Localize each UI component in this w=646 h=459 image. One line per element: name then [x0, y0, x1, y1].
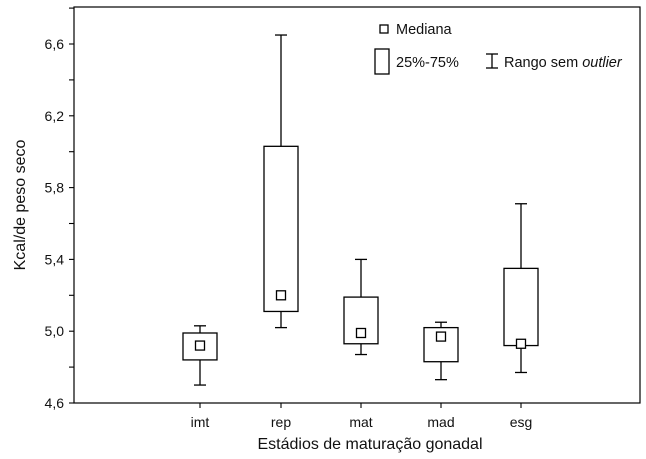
median-marker — [275, 290, 287, 301]
box-group-imt — [182, 325, 218, 386]
x-tick-label: imt — [191, 414, 210, 430]
box-group-mat — [343, 258, 379, 356]
y-tick-label: 5,0 — [45, 323, 65, 339]
legend-median-label: Mediana — [396, 22, 453, 38]
legend: Mediana 25%-75% Rango sem outlier — [374, 22, 623, 75]
box-group-mad — [423, 321, 459, 381]
x-axis-title: Estádios de maturação gonadal — [257, 436, 482, 453]
y-axis: 4,6 5,0 5,4 5,8 6,2 6,6 — [45, 7, 74, 411]
plot-frame — [73, 6, 641, 404]
median-marker — [355, 327, 367, 339]
legend-range-italic: outlier — [582, 55, 623, 71]
box-series — [182, 34, 539, 386]
legend-range-label: Rango sem outlier — [504, 55, 623, 71]
box-group-rep — [263, 34, 299, 329]
x-axis: imt rep mat mad esg — [191, 403, 533, 430]
x-tick-label: mad — [427, 414, 454, 430]
y-tick-label: 5,8 — [45, 180, 65, 196]
y-tick-label: 4,6 — [45, 395, 65, 411]
box-iqr — [263, 145, 299, 313]
y-tick-label: 6,2 — [45, 108, 65, 124]
median-marker — [435, 331, 447, 342]
x-tick-label: mat — [349, 414, 372, 430]
box-iqr — [423, 326, 459, 363]
x-tick-label: rep — [271, 414, 291, 430]
box-iqr — [503, 267, 539, 347]
y-tick-label: 5,4 — [45, 251, 65, 267]
y-tick-label: 6,6 — [45, 36, 65, 52]
legend-median-marker — [379, 24, 389, 34]
median-marker — [515, 338, 527, 349]
legend-box-label: 25%-75% — [396, 55, 459, 71]
x-tick-label: esg — [510, 414, 533, 430]
box-group-esg — [503, 203, 539, 374]
median-marker — [194, 340, 206, 351]
y-axis-title: Kcal/de peso seco — [12, 140, 29, 271]
legend-box-marker — [374, 48, 390, 75]
legend-range-prefix: Rango sem — [504, 55, 582, 71]
